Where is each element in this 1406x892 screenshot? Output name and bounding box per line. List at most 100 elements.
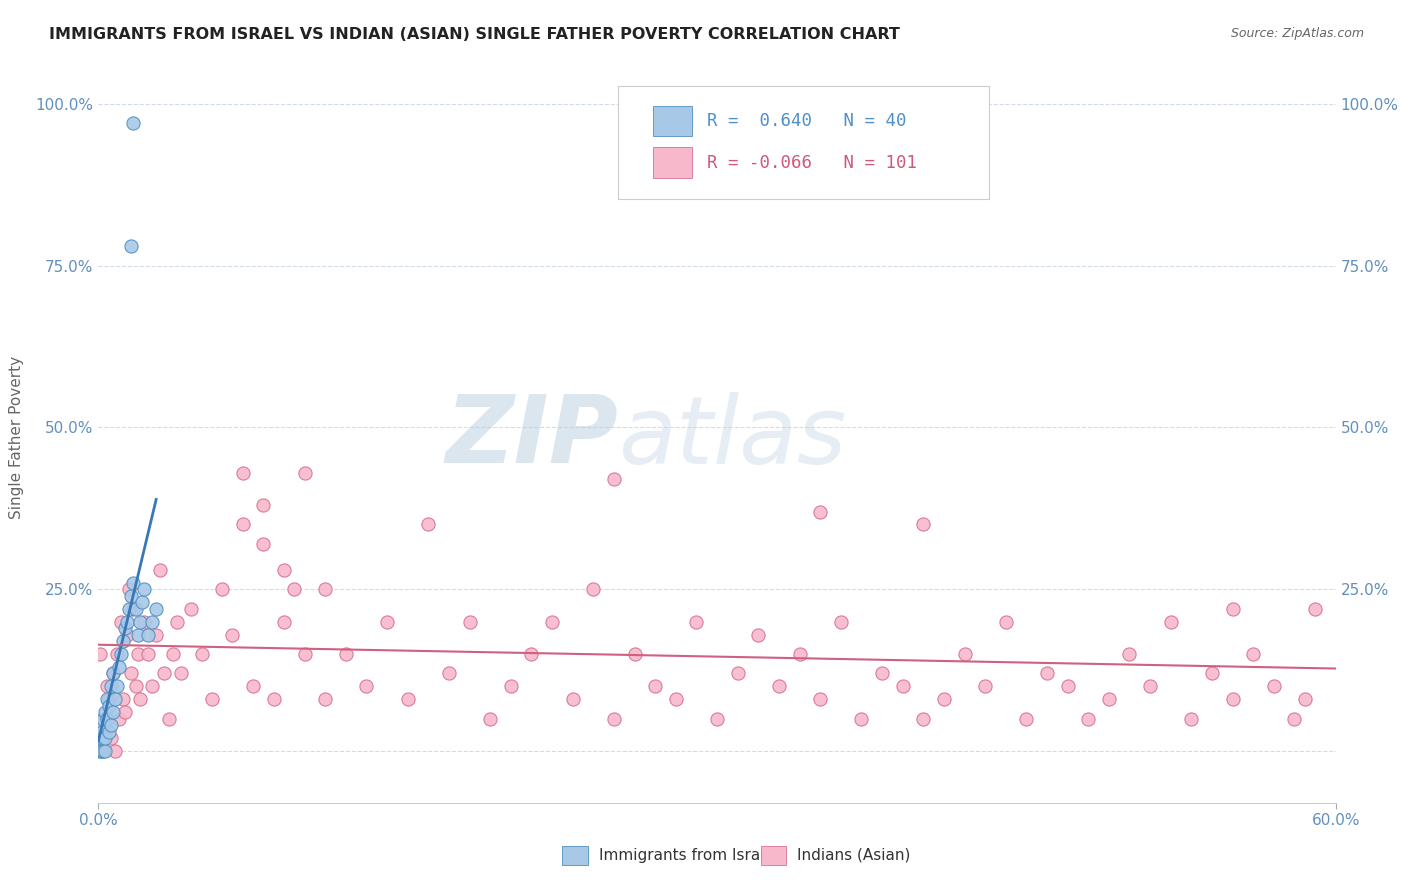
- Point: [1077, 712, 1099, 726]
- Point: [356, 679, 378, 693]
- Point: [851, 712, 873, 726]
- Point: [128, 615, 150, 629]
- Point: [170, 666, 193, 681]
- Point: [101, 666, 124, 681]
- Point: [808, 504, 831, 518]
- Point: [283, 582, 305, 597]
- Point: [112, 634, 135, 648]
- Text: R =  0.640   N = 40: R = 0.640 N = 40: [707, 112, 907, 130]
- FancyBboxPatch shape: [619, 86, 990, 200]
- Point: [132, 615, 155, 629]
- Point: [1303, 601, 1326, 615]
- Point: [201, 692, 224, 706]
- Point: [1284, 712, 1306, 726]
- Point: [104, 692, 127, 706]
- Point: [706, 712, 728, 726]
- Point: [541, 615, 564, 629]
- Point: [117, 627, 139, 641]
- Point: [93, 744, 115, 758]
- Point: [105, 647, 128, 661]
- Point: [157, 712, 180, 726]
- Bar: [652, 147, 692, 178]
- Point: [120, 666, 142, 681]
- Point: [665, 692, 688, 706]
- Point: [112, 692, 135, 706]
- Point: [104, 744, 127, 758]
- Point: [96, 679, 118, 693]
- Point: [190, 647, 212, 661]
- Point: [93, 731, 115, 745]
- Point: [644, 679, 666, 693]
- Point: [100, 718, 122, 732]
- Point: [91, 744, 114, 758]
- Point: [101, 705, 124, 719]
- Point: [89, 718, 111, 732]
- Point: [89, 738, 111, 752]
- Point: [520, 647, 543, 661]
- Point: [1139, 679, 1161, 693]
- Point: [100, 679, 122, 693]
- Text: ZIP: ZIP: [446, 391, 619, 483]
- Point: [974, 679, 997, 693]
- Point: [128, 692, 150, 706]
- Point: [830, 615, 852, 629]
- Point: [335, 647, 357, 661]
- Point: [114, 621, 136, 635]
- Point: [1201, 666, 1223, 681]
- Point: [314, 692, 336, 706]
- Point: [499, 679, 522, 693]
- Point: [561, 692, 583, 706]
- Point: [273, 563, 295, 577]
- Point: [90, 744, 112, 758]
- Point: [252, 498, 274, 512]
- Point: [603, 472, 626, 486]
- Point: [136, 627, 159, 641]
- Point: [891, 679, 914, 693]
- Point: [1118, 647, 1140, 661]
- Point: [221, 627, 243, 641]
- Point: [141, 615, 163, 629]
- Point: [458, 615, 481, 629]
- Point: [932, 692, 955, 706]
- Point: [1263, 679, 1285, 693]
- Point: [89, 647, 111, 661]
- Point: [96, 712, 118, 726]
- Point: [747, 627, 769, 641]
- Point: [101, 666, 124, 681]
- Point: [1294, 692, 1316, 706]
- Point: [211, 582, 233, 597]
- Point: [953, 647, 976, 661]
- Point: [97, 724, 120, 739]
- Text: Indians (Asian): Indians (Asian): [797, 848, 911, 863]
- Point: [108, 712, 131, 726]
- Point: [100, 731, 122, 745]
- Point: [145, 627, 167, 641]
- Point: [118, 601, 141, 615]
- Point: [120, 239, 142, 253]
- Point: [149, 563, 172, 577]
- Point: [136, 647, 159, 661]
- Point: [375, 615, 398, 629]
- Point: [97, 698, 120, 713]
- Point: [252, 537, 274, 551]
- Point: [105, 679, 128, 693]
- Point: [727, 666, 749, 681]
- Point: [808, 692, 831, 706]
- Point: [117, 615, 139, 629]
- Point: [91, 744, 114, 758]
- Point: [232, 466, 254, 480]
- Text: IMMIGRANTS FROM ISRAEL VS INDIAN (ASIAN) SINGLE FATHER POVERTY CORRELATION CHART: IMMIGRANTS FROM ISRAEL VS INDIAN (ASIAN)…: [49, 27, 900, 42]
- Point: [91, 712, 114, 726]
- Point: [294, 466, 316, 480]
- Point: [89, 744, 111, 758]
- Point: [122, 116, 145, 130]
- Point: [118, 582, 141, 597]
- Point: [768, 679, 790, 693]
- Point: [127, 647, 149, 661]
- Point: [1222, 692, 1244, 706]
- Point: [437, 666, 460, 681]
- Point: [110, 615, 132, 629]
- Point: [122, 601, 145, 615]
- Point: [153, 666, 176, 681]
- Text: Immigrants from Israel: Immigrants from Israel: [599, 848, 773, 863]
